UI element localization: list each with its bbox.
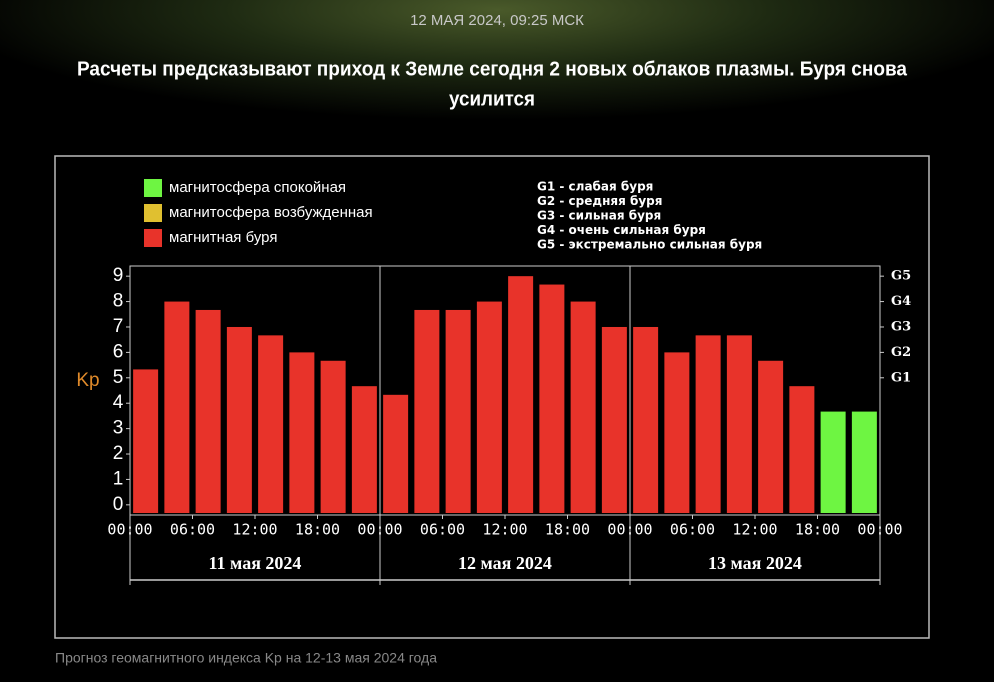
day-label: 12 мая 2024: [458, 553, 552, 573]
y2-tick-label: G1: [891, 370, 911, 385]
bar: [820, 411, 846, 513]
bar: [664, 352, 690, 513]
y-tick-label: 7: [113, 316, 124, 337]
y2-tick-label: G4: [891, 294, 911, 309]
y-tick-label: 5: [113, 367, 124, 388]
headline: Расчеты предсказывают приход к Земле сег…: [77, 58, 908, 80]
bar: [383, 394, 409, 513]
bar: [633, 326, 659, 513]
y-tick-label: 3: [113, 418, 124, 439]
y-tick-label: 4: [113, 392, 124, 413]
y2-tick-label: G3: [891, 319, 911, 334]
legend-swatch: [144, 179, 162, 197]
x-tick-label: 18:00: [295, 521, 340, 539]
x-tick-label: 12:00: [482, 521, 527, 539]
legend-swatch: [144, 229, 162, 247]
legend-label: магнитосфера спокойная: [169, 179, 346, 196]
y-tick-label: 6: [113, 341, 124, 362]
bar: [601, 326, 627, 513]
y-tick-label: 8: [113, 291, 124, 312]
bar: [758, 360, 784, 513]
y2-tick-label: G5: [891, 269, 911, 284]
headline: усилится: [449, 88, 535, 110]
bar: [226, 326, 252, 513]
x-tick-label: 06:00: [170, 521, 215, 539]
bar: [476, 301, 502, 513]
bar: [851, 411, 877, 513]
y-tick-label: 0: [113, 494, 124, 515]
bar: [445, 309, 471, 513]
timestamp: 12 МАЯ 2024, 09:25 МСК: [410, 12, 584, 29]
legend-swatch: [144, 204, 162, 222]
y-axis-label: Kp: [76, 370, 99, 391]
x-tick-label: 18:00: [545, 521, 590, 539]
legend-label: магнитосфера возбужденная: [169, 204, 373, 221]
x-tick-label: 06:00: [670, 521, 715, 539]
caption: Прогноз геомагнитного индекса Kp на 12-1…: [55, 650, 437, 666]
storm-scale-item: G3 - сильная буря: [537, 209, 661, 223]
bar: [570, 301, 596, 513]
day-label: 11 мая 2024: [209, 553, 302, 573]
bar: [539, 284, 565, 513]
bar: [351, 386, 377, 513]
legend-label: магнитная буря: [169, 229, 277, 246]
bar: [789, 386, 815, 513]
storm-scale-item: G5 - экстремально сильная буря: [537, 238, 762, 252]
y-tick-label: 1: [113, 468, 124, 489]
bar: [258, 335, 284, 513]
storm-scale-item: G2 - средняя буря: [537, 194, 662, 208]
bar: [695, 335, 721, 513]
day-label: 13 мая 2024: [708, 553, 802, 573]
storm-scale-item: G4 - очень сильная буря: [537, 223, 706, 237]
y-tick-label: 2: [113, 443, 124, 464]
y-tick-label: 9: [113, 265, 124, 286]
bar: [195, 309, 221, 513]
storm-scale-item: G1 - слабая буря: [537, 180, 653, 194]
bar: [289, 352, 315, 513]
bar: [164, 301, 190, 513]
x-tick-label: 12:00: [732, 521, 777, 539]
x-tick-label: 18:00: [795, 521, 840, 539]
bar: [133, 369, 159, 513]
bar: [320, 360, 346, 513]
bar: [414, 309, 440, 513]
bar: [726, 335, 752, 513]
bar: [508, 276, 534, 513]
x-tick-label: 06:00: [420, 521, 465, 539]
y2-tick-label: G2: [891, 345, 911, 360]
x-tick-label: 12:00: [232, 521, 277, 539]
chart: магнитосфера спокойная магнитосфера возбу…: [76, 179, 911, 585]
